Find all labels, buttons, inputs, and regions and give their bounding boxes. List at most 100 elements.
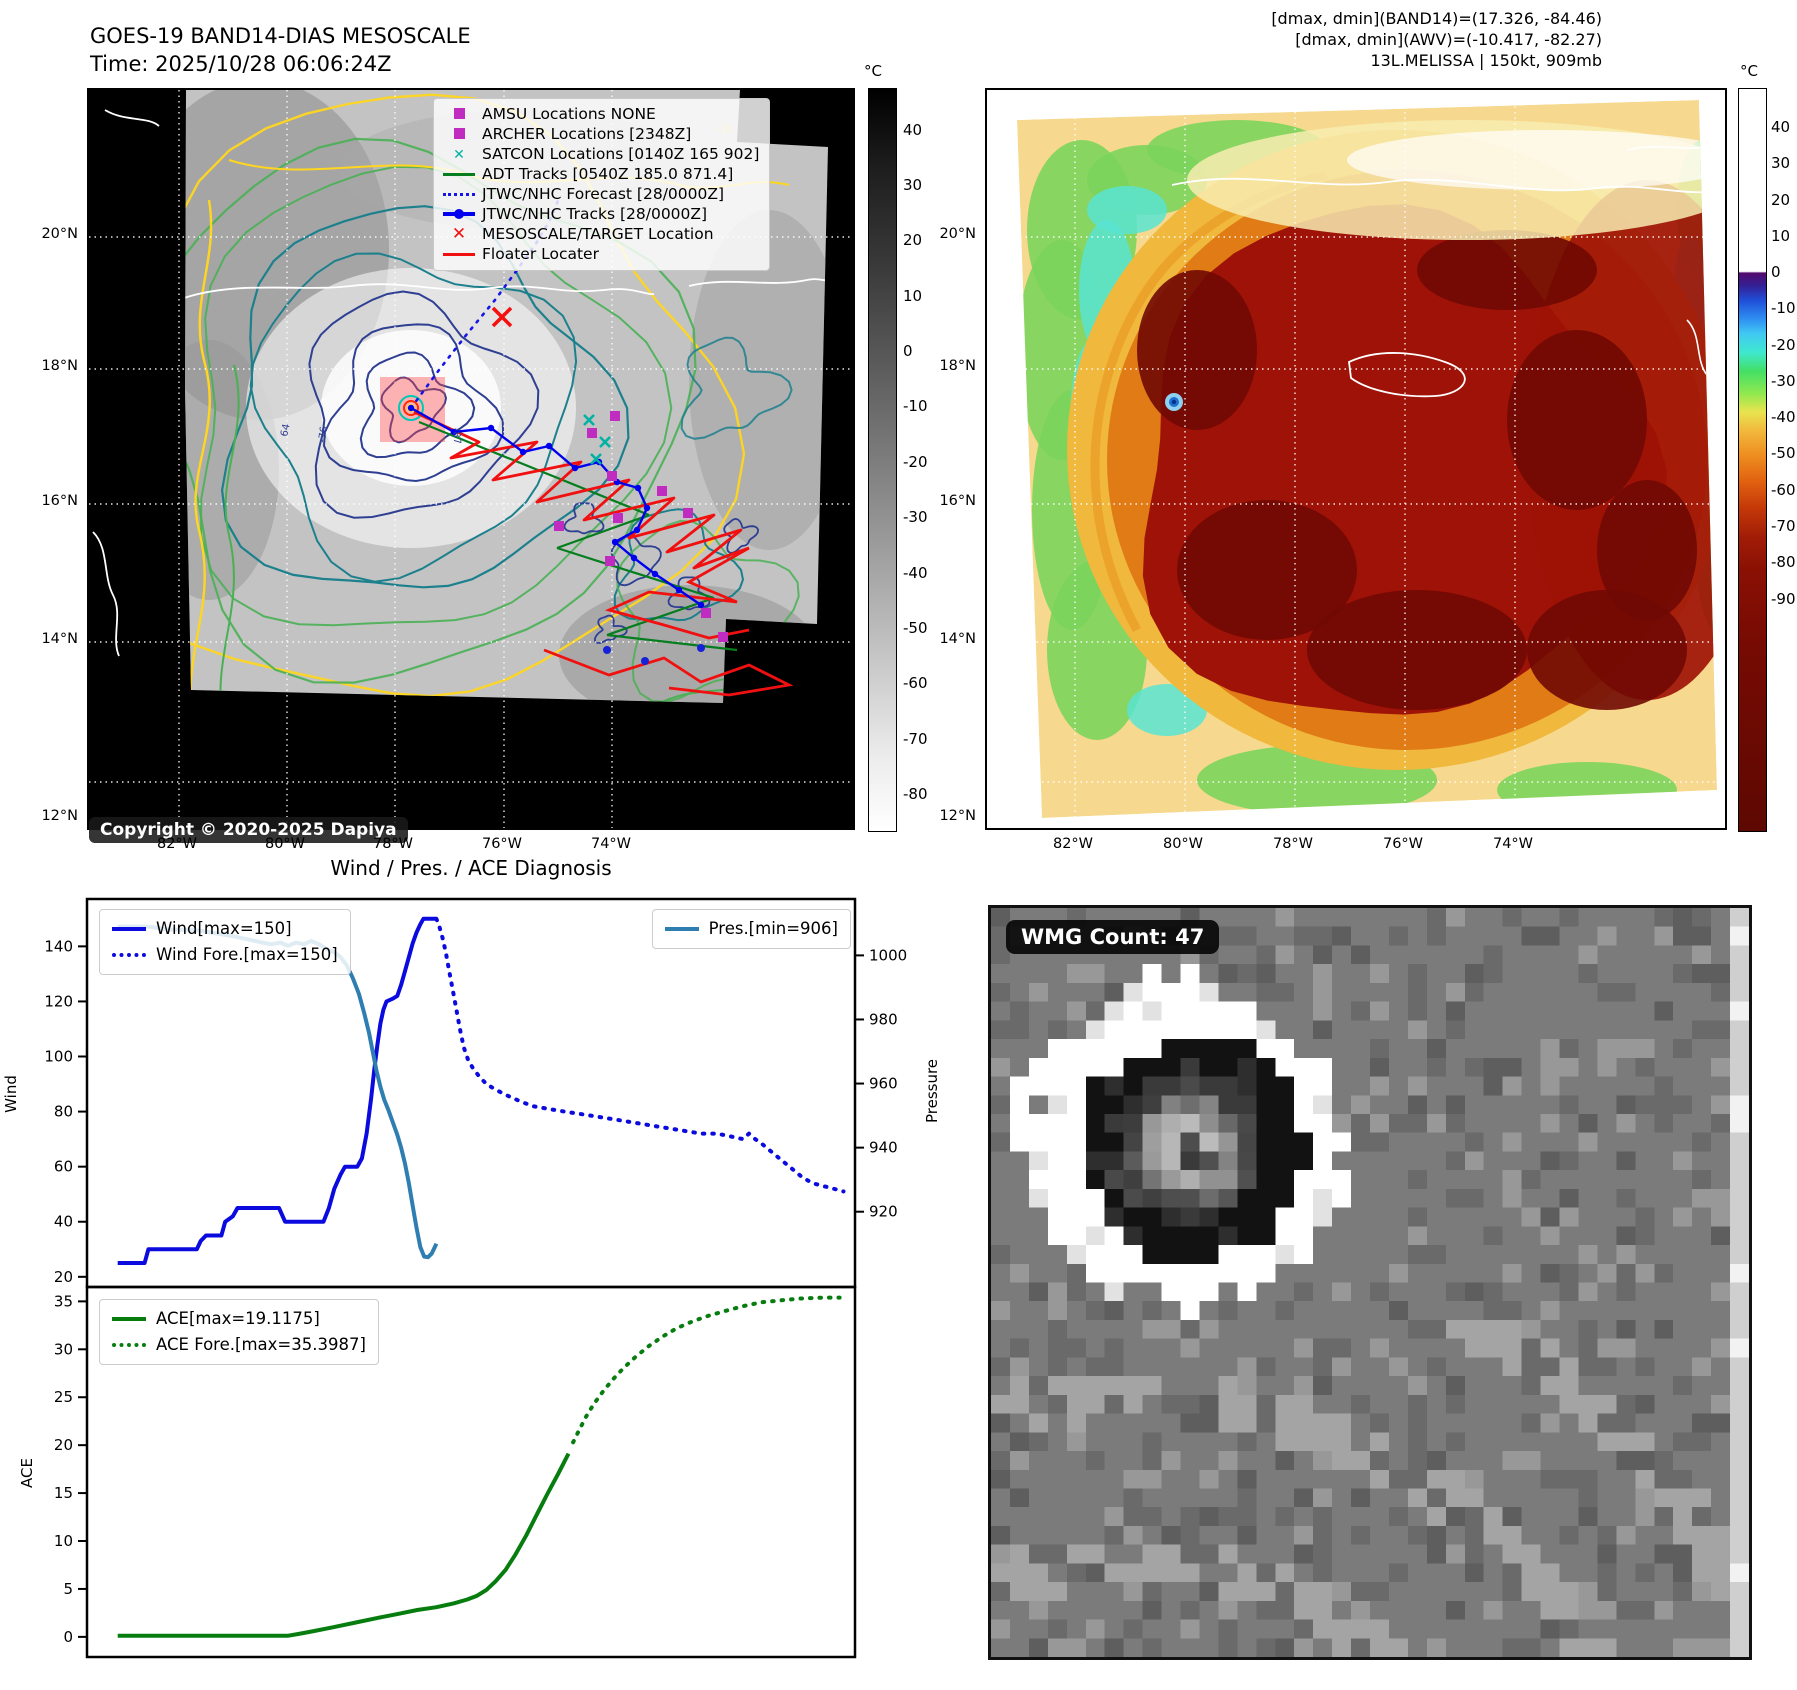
map-legend-item: ✕ MESOSCALE/TARGET Location: [442, 223, 759, 245]
chart-legend-label: Wind[max=150]: [156, 919, 292, 938]
map-legend-label: SATCON Locations [0140Z 165 902]: [482, 145, 760, 164]
line-swatch: [112, 927, 146, 931]
line-swatch: [112, 1317, 146, 1321]
boldx-marker-icon: ✕: [451, 223, 467, 244]
chart-legend-item: ACE[max=19.1175]: [112, 1306, 366, 1332]
ace-axis-label: ACE: [17, 1458, 36, 1488]
lat-tick-label: 16°N: [939, 493, 976, 509]
line-marker-icon: [442, 165, 476, 185]
map-legend-label: ADT Tracks [0540Z 185.0 871.4]: [482, 165, 734, 184]
colorbar-unit-left: °C: [864, 62, 882, 80]
lon-tick-label: 78°W: [372, 836, 414, 852]
y-tick-label: 5: [63, 1580, 73, 1598]
lat-tick-label: 18°N: [939, 358, 976, 374]
colorbar-tick-label: -30: [1771, 371, 1796, 390]
grayscale-colorbar: [868, 88, 897, 832]
map-legend-item: ARCHER Locations [2348Z]: [442, 125, 759, 145]
colorbar-tick-label: -60: [1771, 480, 1796, 499]
colorbar-tick-label: 20: [1771, 190, 1791, 209]
lat-tick-label: 20°N: [41, 226, 78, 242]
colorbar-tick-label: -90: [1771, 589, 1796, 608]
colorbar-tick-label: 20: [903, 231, 923, 250]
map-legend-item: ✕ SATCON Locations [0140Z 165 902]: [442, 145, 759, 166]
copyright-badge: Copyright © 2020-2025 Dapiya: [89, 817, 408, 843]
chart-legend-label: Pres.[min=906]: [708, 919, 838, 938]
colorbar-tick-label: 0: [903, 342, 913, 361]
y-tick-label: 30: [54, 1340, 73, 1358]
lon-tick-label: 80°W: [1162, 836, 1204, 852]
chart-legend-label: Wind Fore.[max=150]: [156, 945, 338, 964]
chart-legend-item: ACE Fore.[max=35.3987]: [112, 1332, 366, 1358]
chart-legend-item: Wind Fore.[max=150]: [112, 942, 338, 968]
lat-tick-label: 18°N: [41, 358, 78, 374]
colorbar-tick-label: 40: [903, 120, 923, 139]
wind-legend: Wind[max=150] Wind Fore.[max=150]: [99, 909, 351, 975]
lon-tick-label: 74°W: [590, 836, 632, 852]
wmg-pixel-canvas: [991, 908, 1749, 1657]
square-marker-icon: [442, 105, 476, 125]
map-legend-label: AMSU Locations NONE: [482, 105, 656, 123]
color-colorbar: [1738, 88, 1767, 832]
y-tick-label: 20: [54, 1436, 73, 1454]
y-tick-label: 140: [44, 937, 73, 955]
colorbar-tick-label: -30: [903, 508, 928, 527]
lat-tick-label: 14°N: [41, 631, 78, 647]
map-legend: AMSU Locations NONE ARCHER Locations [234…: [433, 98, 771, 272]
colorbar-tick-label: -80: [903, 785, 928, 803]
lat-tick-label: 16°N: [41, 493, 78, 509]
contour-label: 64: [279, 423, 292, 438]
chart-legend-label: ACE[max=19.1175]: [156, 1309, 320, 1328]
timestamp: Time: 2025/10/28 06:06:24Z: [90, 52, 392, 76]
y-tick-label: 100: [44, 1048, 73, 1066]
colorbar-tick-label: 30: [1771, 154, 1791, 173]
lon-tick-label: 76°W: [481, 836, 523, 852]
colorbar-tick-label: -70: [903, 729, 928, 748]
colorbar-tick-label: 40: [1771, 118, 1791, 136]
diagnosis-charts: 20 40 60 80 100 120 140 920 940 960 980 1000 0 5 10 15…: [44, 897, 907, 1659]
y-tick-label: 80: [54, 1103, 73, 1121]
map-legend-label: MESOSCALE/TARGET Location: [482, 224, 714, 243]
colorbar-tick-label: 0: [1771, 263, 1781, 282]
colorbar-tick-label: 10: [903, 286, 923, 305]
lon-tick-label: 78°W: [1272, 836, 1314, 852]
colorbar-tick-label: -20: [1771, 335, 1796, 354]
chart-legend-item: Pres.[min=906]: [664, 916, 838, 942]
y-tick-label: 0: [63, 1628, 73, 1646]
lat-tick-label: 12°N: [41, 808, 78, 824]
ace-legend: ACE[max=19.1175] ACE Fore.[max=35.3987]: [99, 1299, 379, 1365]
charts-title: Wind / Pres. / ACE Diagnosis: [330, 856, 612, 880]
lon-tick-label: 82°W: [156, 836, 198, 852]
pressure-legend: Pres.[min=906]: [651, 909, 851, 949]
figure-title-block: GOES-19 BAND14-DIAS MESOSCALE Time: 2025…: [90, 22, 471, 78]
y-tick-label: 35: [54, 1292, 73, 1310]
y-tick-label: 60: [54, 1158, 73, 1176]
annotation-block: [dmax, dmin](BAND14)=(17.326, -84.46) [d…: [1271, 8, 1602, 71]
line-marker-icon: [442, 245, 476, 265]
page-title: GOES-19 BAND14-DIAS MESOSCALE: [90, 24, 471, 48]
lat-tick-label: 20°N: [939, 226, 976, 242]
y2-tick-label: 1000: [869, 946, 907, 964]
y-tick-label: 120: [44, 992, 73, 1010]
ir-color-map: [985, 88, 1727, 830]
map-legend-item: JTWC/NHC Forecast [28/0000Z]: [442, 185, 759, 205]
ir-color-map-canvas: [987, 90, 1725, 828]
y-tick-label: 25: [54, 1388, 73, 1406]
colorbar-tick-label: 30: [903, 175, 923, 194]
colorbar-tick-label: -70: [1771, 516, 1796, 535]
colorbar-unit-right: °C: [1740, 62, 1758, 80]
y-tick-label: 20: [54, 1268, 73, 1286]
lon-tick-label: 74°W: [1492, 836, 1534, 852]
dotted-line-swatch: [112, 1343, 146, 1347]
colorbar-tick-label: -10: [1771, 299, 1796, 318]
lat-tick-label: 12°N: [939, 808, 976, 824]
map-legend-label: JTWC/NHC Tracks [28/0000Z]: [482, 204, 708, 223]
y2-tick-label: 920: [869, 1203, 898, 1221]
contour-label: -76: [317, 426, 330, 444]
lon-tick-label: 82°W: [1052, 836, 1094, 852]
line-swatch: [664, 927, 699, 931]
lat-tick-label: 14°N: [939, 631, 976, 647]
colorbar-tick-label: -40: [1771, 408, 1796, 427]
square-marker-icon: [442, 125, 476, 145]
ace-chart: 0 5 10 15 20 25 30 35: [54, 1285, 857, 1659]
xmark-marker-icon: ✕: [453, 146, 465, 163]
